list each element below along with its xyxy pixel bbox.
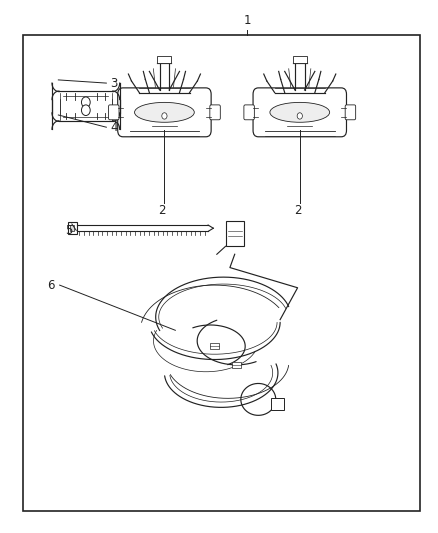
FancyBboxPatch shape	[109, 105, 119, 120]
FancyBboxPatch shape	[118, 88, 211, 137]
FancyBboxPatch shape	[345, 105, 356, 120]
Bar	[226, 221, 244, 246]
Circle shape	[162, 113, 167, 119]
Bar	[293, 56, 307, 63]
Bar	[210, 343, 219, 350]
FancyBboxPatch shape	[244, 105, 254, 120]
Bar	[232, 362, 241, 368]
Bar	[157, 56, 171, 63]
Bar	[70, 225, 74, 231]
FancyBboxPatch shape	[253, 88, 346, 137]
Ellipse shape	[134, 102, 194, 122]
Text: 1: 1	[244, 14, 251, 27]
Circle shape	[81, 97, 90, 108]
Bar	[22, 35, 420, 511]
Circle shape	[81, 105, 90, 116]
Bar	[272, 398, 284, 410]
Text: 2: 2	[159, 204, 166, 217]
Text: 3: 3	[110, 77, 118, 90]
Text: 5: 5	[65, 224, 72, 237]
Text: 6: 6	[47, 279, 55, 292]
Text: 2: 2	[294, 204, 301, 217]
Bar	[68, 222, 77, 234]
Text: 4: 4	[110, 120, 118, 134]
Circle shape	[297, 113, 302, 119]
FancyBboxPatch shape	[210, 105, 220, 120]
Ellipse shape	[270, 102, 330, 122]
